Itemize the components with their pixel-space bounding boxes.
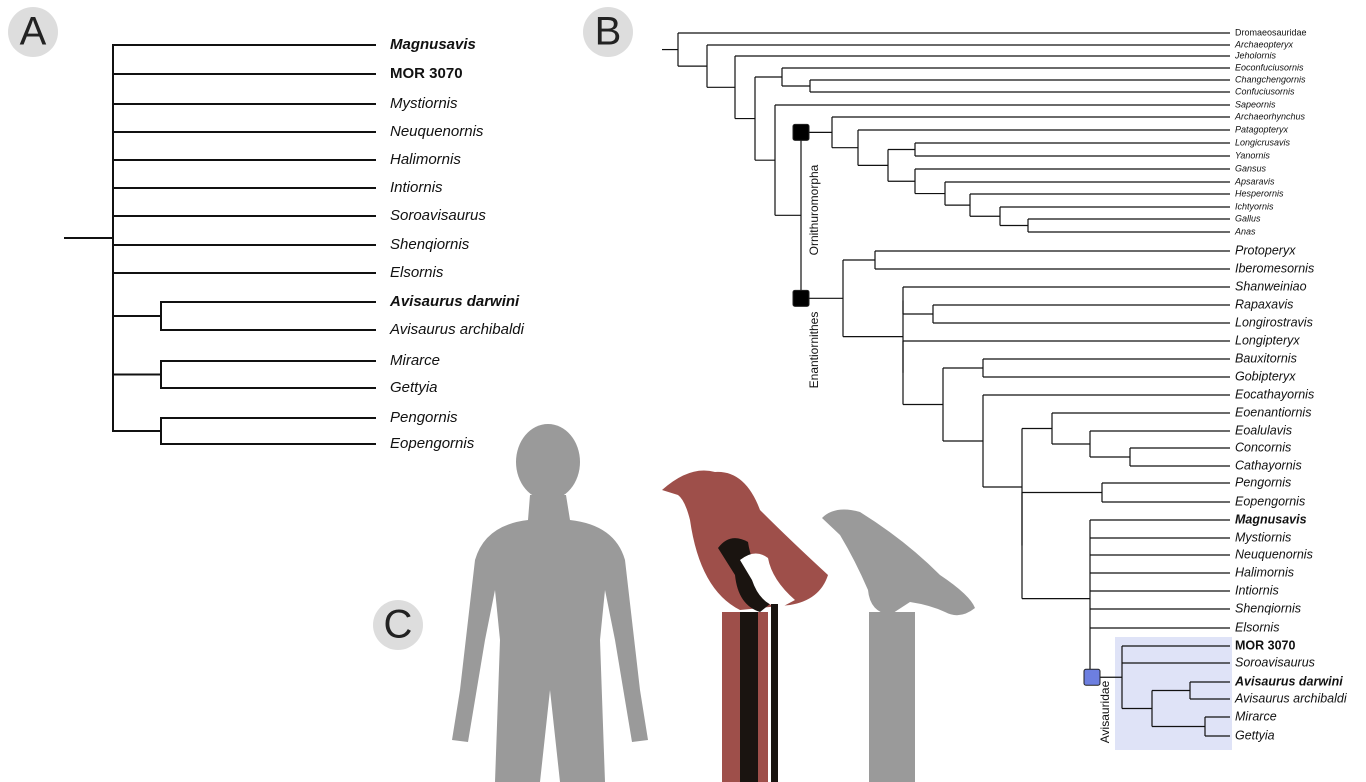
taxon-label: Yanornis: [1235, 150, 1270, 160]
taxon-label: Gallus: [1235, 213, 1261, 223]
taxon-label: Magnusavis: [390, 36, 476, 53]
panel-label: B: [595, 10, 622, 54]
taxon-label: MOR 3070: [1235, 638, 1295, 652]
taxon-label: Avisaurus darwini: [389, 293, 520, 310]
taxon-label: Shanweiniao: [1235, 279, 1307, 293]
taxon-label: Pengornis: [390, 409, 458, 426]
clade-label: Avisauridae: [1098, 680, 1112, 743]
taxon-label: MOR 3070: [390, 65, 463, 82]
taxon-label: Intiornis: [1235, 583, 1279, 597]
taxon-label: Jeholornis: [1234, 50, 1277, 60]
taxon-label: Halimornis: [1235, 565, 1294, 579]
taxon-label: Elsornis: [1235, 620, 1279, 634]
taxon-label: Eopengornis: [390, 435, 475, 452]
taxon-label: Concornis: [1235, 440, 1291, 454]
taxon-label: Avisaurus archibaldi: [389, 321, 525, 338]
taxon-label: Eoalulavis: [1235, 423, 1292, 437]
figure: A B C Magnusavis MOR 3070 Mystiornis Neuque…: [0, 0, 1366, 782]
taxon-label: Mystiornis: [1235, 530, 1291, 544]
taxon-label: Gobipteryx: [1235, 369, 1296, 383]
taxon-label: Mirarce: [390, 352, 440, 369]
taxon-label: Halimornis: [390, 151, 461, 168]
taxon-label: Archaeopteryx: [1234, 39, 1294, 49]
taxon-label: Protoperyx: [1235, 243, 1296, 257]
taxon-label: Eoconfuciusornis: [1235, 62, 1304, 72]
taxon-label: Eocathayornis: [1235, 387, 1314, 401]
taxon-label: Gettyia: [390, 379, 438, 396]
clade-label: Enantiornithes: [807, 312, 821, 389]
taxon-label: Eopengornis: [1235, 494, 1305, 508]
human-silhouette: [452, 424, 648, 782]
highlight-box: [1115, 637, 1232, 750]
taxon-label: Iberomesornis: [1235, 261, 1314, 275]
taxon-label: Longipteryx: [1235, 333, 1300, 347]
taxon-label: Mystiornis: [390, 95, 458, 112]
taxon-label: Longicrusavis: [1235, 137, 1291, 147]
taxon-label: Patagopteryx: [1235, 124, 1289, 134]
panel-label: A: [20, 10, 47, 54]
taxon-label: Soroavisaurus: [1235, 655, 1315, 669]
taxon-label: Avisaurus archibaldi: [1234, 691, 1348, 705]
taxon-label: Anas: [1234, 226, 1256, 236]
taxon-label: Dromaeosauridae: [1235, 27, 1307, 37]
clade-marker: [793, 124, 809, 140]
taxon-label: Rapaxavis: [1235, 297, 1293, 311]
taxon-label: Longirostravis: [1235, 315, 1313, 329]
taxon-label: Pengornis: [1235, 475, 1291, 489]
taxon-label: Changchengornis: [1235, 74, 1306, 84]
taxon-label: Sapeornis: [1235, 99, 1276, 109]
bird-silhouettes: [662, 470, 975, 782]
taxon-label: Gansus: [1235, 163, 1267, 173]
taxon-label: Bauxitornis: [1235, 351, 1297, 365]
taxon-label: Hesperornis: [1235, 188, 1284, 198]
taxon-label: Archaeorhynchus: [1234, 111, 1306, 121]
taxon-label: Soroavisaurus: [390, 207, 486, 224]
clade-marker: [793, 290, 809, 306]
panel-label: C: [384, 603, 413, 647]
taxon-label: Ichtyornis: [1235, 201, 1274, 211]
taxon-label: Shenqiornis: [1235, 601, 1301, 615]
taxon-label: Eoenantiornis: [1235, 405, 1311, 419]
taxon-label: Shenqiornis: [390, 236, 470, 253]
taxon-label: Neuquenornis: [390, 123, 484, 140]
taxon-label: Neuquenornis: [1235, 547, 1313, 561]
taxon-label: Cathayornis: [1235, 458, 1302, 472]
taxon-label: Apsaravis: [1234, 176, 1275, 186]
taxon-label: Mirarce: [1235, 709, 1277, 723]
taxon-label: Avisaurus darwini: [1234, 674, 1343, 688]
clade-label: Ornithuromorpha: [807, 164, 821, 255]
taxon-label: Intiornis: [390, 179, 443, 196]
taxon-label: Magnusavis: [1235, 512, 1307, 526]
taxon-label: Gettyia: [1235, 728, 1275, 742]
taxon-label: Elsornis: [390, 264, 444, 281]
taxon-label: Confuciusornis: [1235, 86, 1295, 96]
